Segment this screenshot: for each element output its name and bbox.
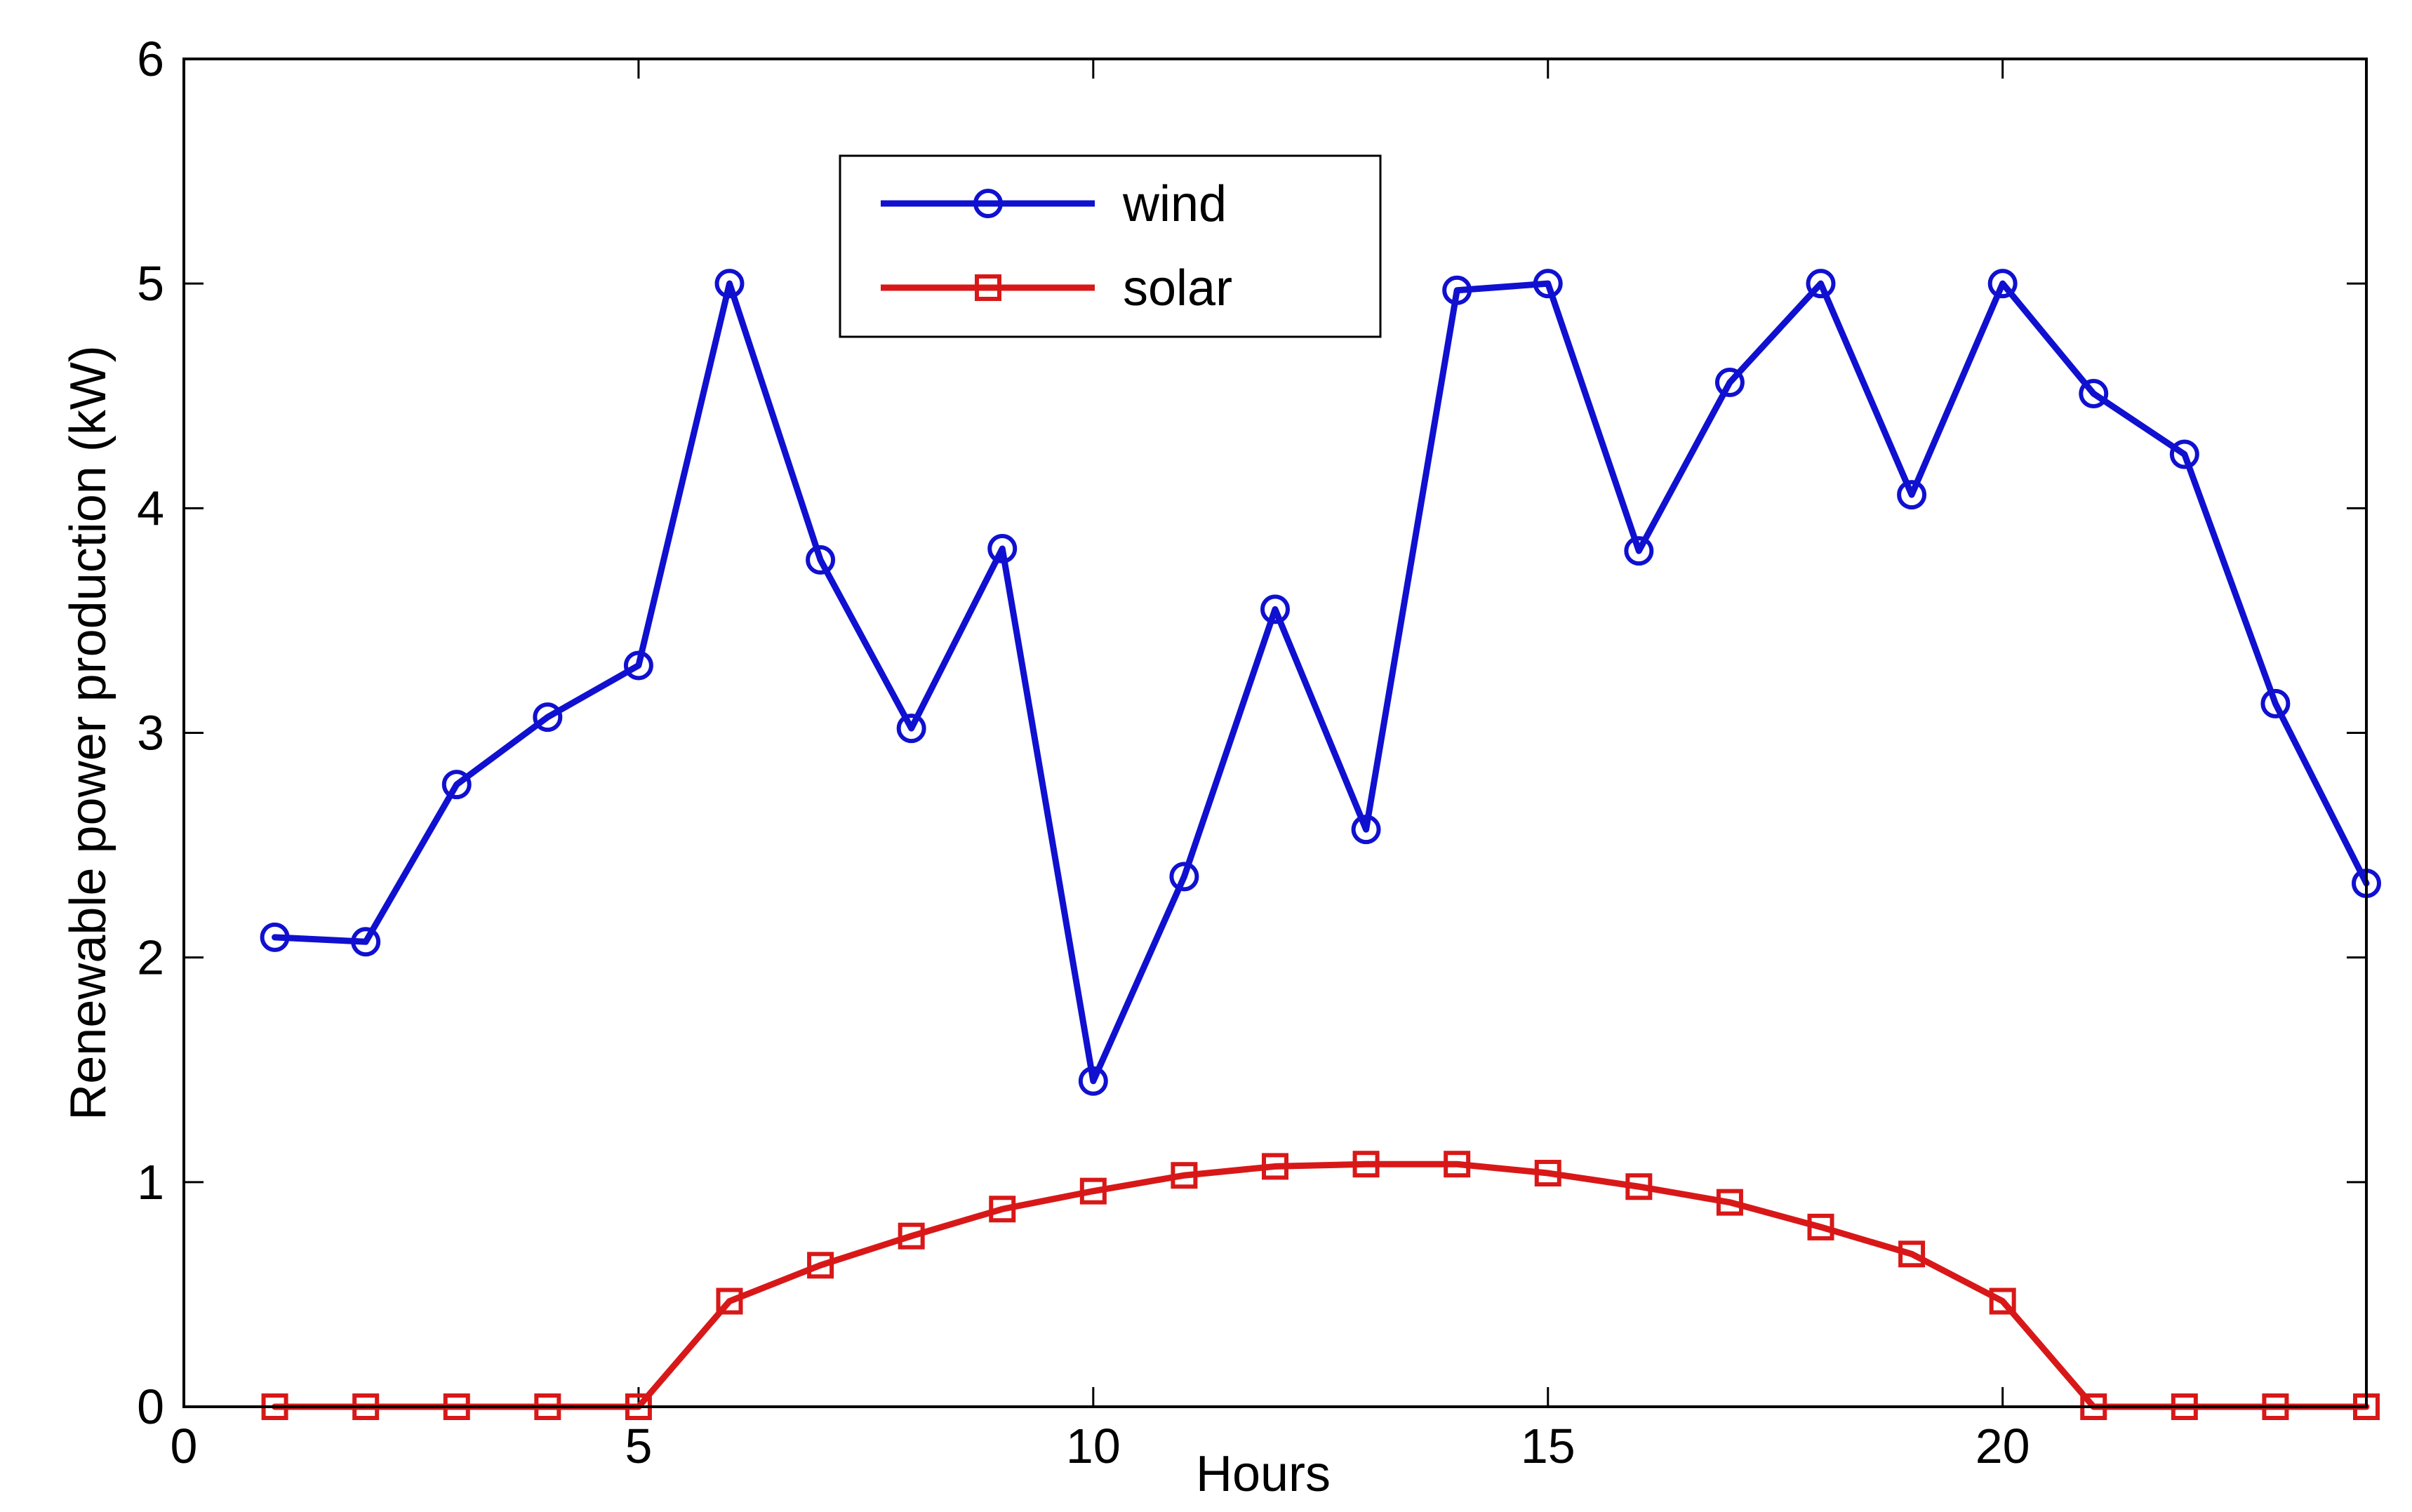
solar-point [1262, 1153, 1288, 1180]
wind-point [1169, 862, 1199, 892]
y-tick-label: 5 [137, 256, 164, 311]
y-tick-label: 3 [137, 706, 164, 761]
wind-point [2079, 379, 2109, 409]
solar-point [1534, 1160, 1561, 1187]
x-tick-label: 5 [625, 1419, 652, 1473]
wind-point [623, 650, 653, 681]
wind-point [714, 269, 745, 299]
wind-point [1442, 275, 1472, 305]
legend-label-wind: wind [1122, 176, 1227, 232]
wind-point [1351, 815, 1381, 845]
x-tick-label: 0 [171, 1419, 198, 1473]
wind-point [896, 714, 926, 744]
solar-point [1352, 1151, 1380, 1178]
y-tick-label: 2 [137, 930, 164, 985]
solar-point [1807, 1213, 1834, 1240]
x-axis-title: Hours [1196, 1446, 1331, 1502]
solar-point [1898, 1240, 1926, 1268]
x-tick-label: 10 [1066, 1419, 1121, 1473]
wind-point [351, 927, 381, 957]
wind-point [441, 770, 472, 800]
wind-point [1987, 269, 2018, 299]
x-tick-label: 20 [1975, 1419, 2030, 1473]
legend-marker-wind [973, 189, 1003, 218]
x-tick-label: 15 [1521, 1419, 1575, 1473]
solar-point [898, 1222, 925, 1250]
axes-box [182, 58, 2368, 1408]
solar-point [1716, 1189, 1743, 1216]
wind-point [1806, 269, 1836, 299]
wind-point [1714, 368, 1745, 398]
wind-point [1897, 480, 1927, 510]
solar-point [807, 1252, 834, 1279]
solar-point [1989, 1287, 2016, 1315]
y-tick-label: 4 [137, 481, 164, 535]
solar-point [1444, 1151, 1471, 1178]
wind-point [533, 702, 563, 732]
solar-point [1171, 1162, 1198, 1189]
legend-label-solar: solar [1123, 260, 1232, 316]
y-tick-label: 6 [137, 32, 164, 86]
solar-point [1625, 1173, 1653, 1200]
legend: wind solar [839, 154, 1382, 338]
ticks-layer: 0 5 10 15 20 0 1 2 3 4 5 6 [137, 32, 2366, 1473]
wind-point [2169, 439, 2199, 469]
wind-point [2260, 688, 2291, 718]
legend-box [839, 154, 1382, 338]
wind-point [806, 544, 836, 575]
y-tick-label: 1 [137, 1155, 164, 1210]
wind-point [1078, 1066, 1108, 1096]
wind-point [1260, 594, 1290, 624]
wind-point [1624, 536, 1654, 566]
legend-marker-solar [975, 274, 1001, 301]
wind-point [987, 533, 1018, 563]
solar-point [989, 1196, 1016, 1223]
wind-line [272, 280, 2370, 1085]
y-axis-title: Renewable power production (kW) [60, 345, 116, 1120]
series-wind [260, 269, 2381, 1096]
wind-point [260, 922, 290, 952]
wind-point [1533, 269, 1563, 299]
y-tick-label: 0 [137, 1379, 164, 1434]
solar-point [716, 1287, 743, 1315]
solar-point [1079, 1177, 1107, 1205]
